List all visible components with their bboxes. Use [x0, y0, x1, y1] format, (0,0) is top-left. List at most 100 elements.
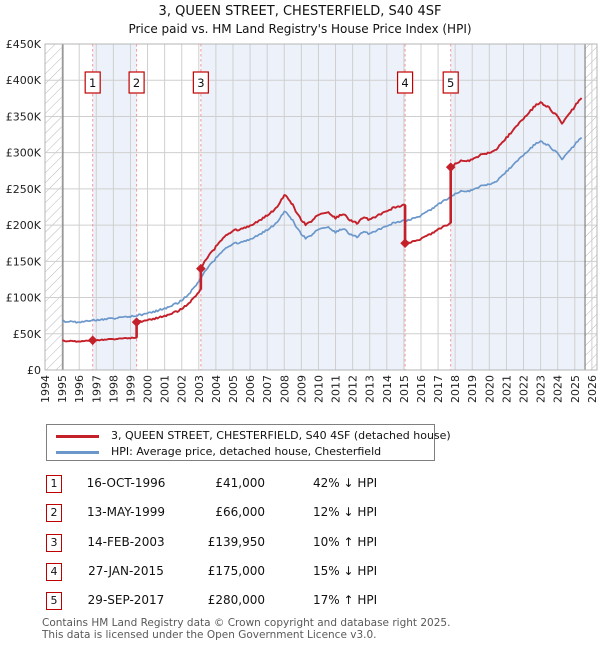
x-axis-tick-label: 2010	[312, 375, 325, 403]
y-axis-tick-label: £150K	[6, 255, 42, 268]
x-axis-tick-label: 2016	[415, 375, 428, 403]
x-axis-tick-label: 1997	[90, 375, 103, 403]
transaction-number-box	[192, 71, 209, 94]
sale-point-marker	[445, 162, 456, 172]
transaction-number-badge: 4	[46, 562, 62, 581]
x-axis-tick-label: 2008	[278, 375, 291, 403]
y-axis-tick-label: £250K	[6, 183, 42, 196]
x-axis-tick-label: 2020	[483, 375, 496, 403]
ownership-band	[450, 44, 586, 370]
legend-item-hpi: HPI: Average price, detached house, Ches…	[47, 444, 434, 460]
no-data-hatch	[585, 44, 597, 370]
transaction-price: £280,000	[207, 593, 265, 608]
x-axis-tick-label: 2006	[244, 375, 257, 403]
transaction-price: £175,000	[207, 563, 265, 578]
sale-point-marker	[400, 238, 410, 249]
x-axis-tick-label: 2019	[466, 375, 479, 403]
x-axis-tick-label: 2012	[347, 375, 360, 403]
x-axis-tick-label: 2009	[295, 375, 308, 403]
x-axis-tick-label: 2024	[552, 375, 565, 403]
transaction-date: 13-MAY-1999	[86, 505, 165, 520]
ownership-band	[200, 44, 406, 370]
transaction-date: 29-SEP-2017	[87, 593, 165, 608]
x-axis-tick-label: 2003	[193, 375, 206, 403]
transaction-price: £41,000	[215, 476, 265, 490]
transaction-number-box	[84, 71, 101, 94]
transaction-row: 2 13-MAY-1999 £66,000 12% ↓ HPI	[0, 504, 600, 524]
transaction-number: 3	[197, 76, 204, 90]
y-axis-tick-label: £350K	[6, 110, 42, 123]
sale-point-marker	[196, 263, 206, 274]
transaction-number-badge: 3	[46, 533, 62, 552]
transaction-number-badge: 5	[46, 592, 62, 611]
y-axis-tick-label: £0	[27, 364, 41, 377]
transaction-price: £66,000	[215, 505, 265, 520]
legend-item-price: 3, QUEEN STREET, CHESTERFIELD, S40 4SF (…	[47, 428, 451, 444]
x-axis-tick-label: 2025	[569, 375, 582, 403]
x-axis-tick-label: 1995	[56, 375, 69, 403]
transaction-number-box	[396, 71, 414, 94]
transaction-date: 16-OCT-1996	[86, 476, 166, 490]
price-history-chart: 1 2 3 4 5 £0 £50K £100K £150K £200K £250K £300K £350…	[6, 38, 599, 403]
transaction-vs-hpi: 15% ↓ HPI	[313, 563, 378, 578]
footer-line-2: This data is licensed under the Open Gov…	[42, 628, 377, 641]
x-axis-tick-label: 2018	[449, 375, 462, 403]
transaction-row: 5 29-SEP-2017 £280,000 17% ↑ HPI	[0, 592, 600, 612]
page-subtitle: Price paid vs. HM Land Registry's House …	[128, 22, 472, 36]
x-axis-tick-label: 2026	[586, 375, 599, 403]
x-axis-tick-label: 2011	[330, 375, 343, 403]
y-axis-tick-label: £200K	[6, 219, 42, 232]
footer-line-1: Contains HM Land Registry data © Crown c…	[42, 617, 451, 629]
y-axis-tick-label: £100K	[6, 292, 42, 305]
x-axis-tick-label: 2023	[535, 375, 548, 403]
x-axis-tick-label: 2017	[432, 375, 445, 403]
hpi-line-label: HPI: Average price, detached house, Ches…	[111, 445, 382, 458]
hpi-line-swatch	[56, 451, 99, 454]
x-axis-tick-label: 2021	[500, 375, 513, 403]
transaction-row: 4 27-JAN-2015 £175,000 15% ↓ HPI	[0, 562, 600, 583]
x-axis-tick-label: 1999	[124, 375, 137, 403]
transaction-number-box	[442, 71, 459, 94]
y-axis-tick-label: £50K	[13, 328, 42, 341]
x-axis-tick-label: 2000	[142, 375, 155, 403]
chart-legend: 3, QUEEN STREET, CHESTERFIELD, S40 4SF (…	[46, 424, 451, 461]
transaction-date: 14-FEB-2003	[87, 534, 165, 549]
transaction-number: 2	[133, 76, 140, 90]
sale-point-marker	[131, 317, 142, 327]
y-axis-tick-label: £450K	[6, 38, 42, 51]
x-axis-tick-label: 2014	[381, 375, 394, 403]
transaction-number-badge: 2	[46, 504, 62, 523]
page-title: 3, QUEEN STREET, CHESTERFIELD, S40 4SF	[158, 4, 442, 19]
license-note: Contains HM Land Registry data © Crown c…	[42, 617, 451, 641]
x-axis-tick-label: 2007	[261, 375, 274, 403]
price-paid-line	[61, 97, 583, 343]
y-axis-tick-label: £400K	[6, 74, 42, 87]
transaction-row: 3 14-FEB-2003 £139,950 10% ↑ HPI	[0, 533, 600, 554]
x-axis-tick-label: 2001	[159, 375, 172, 403]
hpi-line	[61, 136, 583, 324]
price-line-swatch	[56, 435, 99, 438]
transaction-vs-hpi: 42% ↓ HPI	[313, 476, 378, 490]
x-axis-tick-label: 1996	[73, 375, 86, 403]
transaction-vs-hpi: 12% ↓ HPI	[313, 505, 378, 520]
sale-point-marker	[87, 335, 98, 346]
transaction-number-badge: 1	[46, 475, 62, 493]
y-axis-tick-label: £300K	[6, 147, 42, 160]
x-axis-tick-label: 2005	[227, 375, 240, 403]
no-data-hatch	[45, 44, 63, 370]
transaction-row: 1 16-OCT-1996 £41,000 42% ↓ HPI	[0, 475, 600, 495]
transaction-date: 27-JAN-2015	[88, 563, 164, 578]
ownership-band	[92, 44, 137, 370]
transaction-number: 4	[401, 76, 408, 90]
transaction-vs-hpi: 10% ↑ HPI	[313, 534, 378, 549]
transaction-number: 1	[89, 76, 96, 90]
price-line-label: 3, QUEEN STREET, CHESTERFIELD, S40 4SF (…	[111, 429, 451, 442]
x-axis-tick-label: 2013	[364, 375, 377, 403]
x-axis-tick-label: 2022	[518, 375, 531, 403]
x-axis-tick-label: 2002	[176, 375, 189, 403]
plot-border	[44, 43, 598, 371]
x-axis-tick-label: 1994	[39, 375, 52, 403]
transaction-number-box	[128, 71, 145, 94]
x-axis-tick-label: 2015	[398, 375, 411, 403]
